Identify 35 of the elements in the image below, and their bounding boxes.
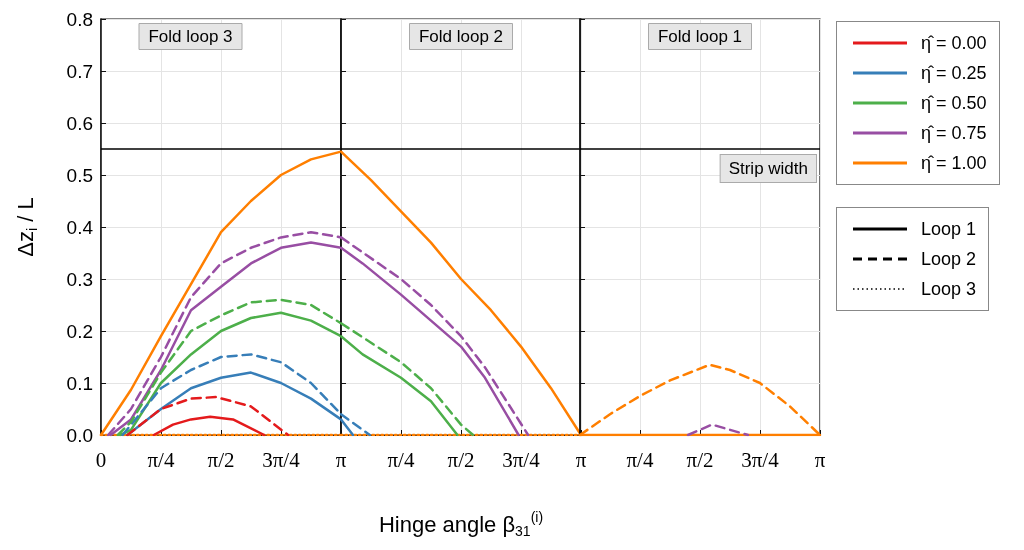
- x-tick-label: π/4: [387, 447, 415, 472]
- y-tick-label: 0.4: [66, 216, 94, 238]
- legend-label: η̂ = 0.00: [921, 32, 987, 54]
- chart-title: Fold loop 3: [148, 27, 233, 46]
- x-tick-label: π/4: [626, 447, 655, 472]
- x-tick-label: π: [575, 447, 587, 472]
- x-tick-label: π/4: [147, 447, 175, 472]
- x-tick-label: π/2: [447, 447, 475, 472]
- legend-label: Loop 3: [921, 278, 977, 300]
- chart-title: Fold loop 2: [418, 27, 503, 46]
- y-axis-title: Δzi / L: [12, 197, 40, 257]
- legend-label: η̂ = 0.75: [921, 122, 987, 144]
- y-tick-label: 0.7: [66, 60, 93, 82]
- legend-label: Loop 1: [921, 218, 977, 240]
- x-tick-label: π: [815, 447, 827, 472]
- x-tick-label: π/2: [207, 447, 235, 472]
- y-tick-label: 0.3: [66, 268, 93, 290]
- x-tick-label: π: [335, 447, 347, 472]
- legend-label: η̂ = 1.00: [921, 152, 987, 174]
- ref-line-label: Strip width: [728, 159, 809, 178]
- legend-label: η̂ = 0.25: [921, 62, 987, 84]
- y-tick-label: 0.5: [66, 164, 93, 186]
- x-tick-label: 3π/4: [262, 447, 301, 472]
- legend-label: Loop 2: [921, 248, 977, 270]
- x-tick-label: π/2: [686, 447, 714, 472]
- y-tick-label: 0.6: [66, 112, 93, 134]
- y-tick-label: 0.1: [66, 372, 93, 394]
- y-tick-label: 0.8: [66, 8, 93, 30]
- legend-label: η̂ = 0.50: [921, 92, 987, 114]
- chart-title: Fold loop 1: [658, 27, 743, 46]
- x-tick-label: 3π/4: [501, 447, 540, 472]
- x-tick-label: 3π/4: [741, 447, 780, 472]
- y-tick-label: 0.0: [66, 424, 93, 446]
- x-tick-label: 0: [95, 447, 107, 472]
- y-tick-label: 0.2: [66, 320, 93, 342]
